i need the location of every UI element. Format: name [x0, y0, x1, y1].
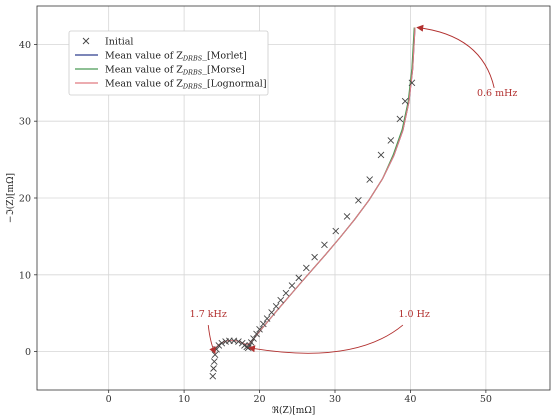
initial-marker	[401, 97, 409, 105]
x-tick-label: 10	[178, 394, 190, 405]
initial-marker	[282, 289, 290, 297]
initial-markers	[209, 79, 416, 380]
initial-marker	[295, 274, 303, 282]
initial-marker	[288, 282, 296, 289]
initial-marker	[277, 296, 284, 304]
initial-marker	[256, 326, 263, 333]
initial-marker	[268, 309, 275, 316]
initial-marker	[250, 335, 257, 342]
initial-marker	[355, 196, 362, 204]
y-tick-label: 10	[19, 270, 31, 281]
legend-label-initial: Initial	[105, 37, 133, 48]
legend: Initial Mean value of ZDRBS_[Morlet] Mean …	[68, 30, 269, 96]
y-tick-label: 30	[19, 117, 31, 128]
initial-marker	[272, 302, 280, 310]
initial-marker	[396, 115, 404, 123]
annotation-arrow	[416, 24, 495, 88]
axis-ticks: 0 10 20 30 40 50 0 10 20 30 40	[19, 40, 492, 405]
y-tick-label: 20	[19, 194, 31, 205]
x-axis-label: ℜ(Z)[mΩ]	[272, 405, 316, 416]
legend-initial-marker	[82, 37, 90, 45]
annotation-label: 0.6 mHz	[477, 88, 517, 99]
initial-marker	[260, 320, 267, 328]
x-tick-label: 20	[254, 394, 266, 405]
y-axis-label: −ℑ(Z)[mΩ]	[5, 173, 16, 223]
initial-marker	[218, 339, 226, 347]
initial-marker	[235, 338, 242, 345]
initial-marker	[387, 137, 395, 144]
initial-marker	[311, 253, 318, 261]
annotations: 1.7 kHz 1.0 Hz 0.6 mHz	[190, 24, 517, 355]
initial-marker	[247, 339, 255, 346]
annotation-label: 1.0 Hz	[398, 309, 429, 320]
annotation-label: 1.7 kHz	[190, 309, 227, 320]
initial-marker	[408, 79, 416, 87]
initial-marker	[210, 358, 218, 365]
initial-marker	[343, 213, 351, 220]
x-tick-label: 40	[404, 394, 416, 405]
initial-marker	[210, 365, 217, 372]
initial-marker	[321, 241, 328, 249]
y-tick-label: 0	[25, 347, 31, 358]
legend-label-series-1: Mean value of ZDRBS_[Morse]	[105, 65, 245, 77]
y-tick-label: 40	[19, 40, 31, 51]
legend-box	[68, 30, 269, 96]
annotation-arrow	[207, 324, 216, 355]
legend-label-series-2: Mean value of ZDRBS_[Lognormal]	[105, 79, 267, 91]
legend-label-series-0: Mean value of ZDRBS_[Morlet]	[105, 51, 247, 63]
initial-marker	[253, 330, 260, 338]
initial-marker	[215, 342, 223, 349]
annotation-arrow	[248, 324, 404, 354]
x-tick-label: 0	[106, 394, 112, 405]
x-tick-label: 50	[480, 394, 492, 405]
initial-marker	[263, 315, 271, 322]
initial-marker	[377, 151, 385, 159]
initial-marker	[332, 227, 340, 235]
initial-marker	[209, 372, 217, 380]
x-tick-label: 30	[329, 394, 341, 405]
initial-marker	[366, 176, 374, 183]
initial-marker	[303, 264, 310, 272]
